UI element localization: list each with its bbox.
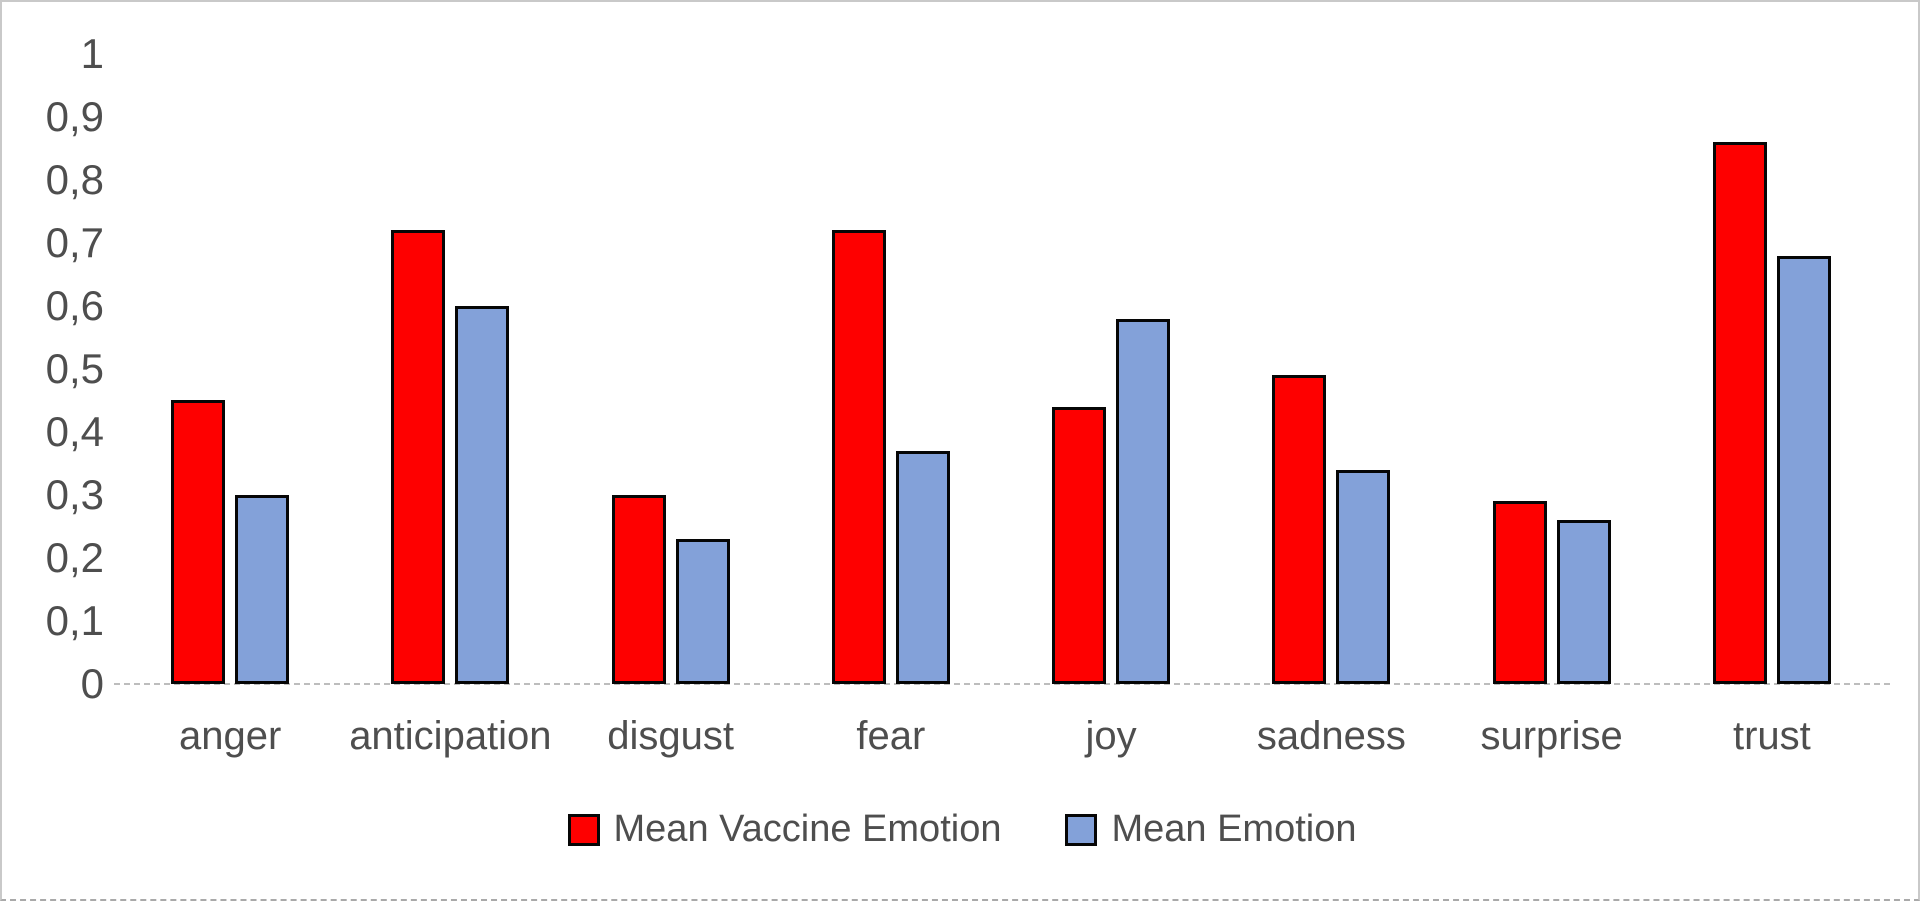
- legend: Mean Vaccine Emotion Mean Emotion: [2, 808, 1918, 851]
- bar-mean-emotion-anticipation: [455, 306, 510, 684]
- y-axis-tick-label: 0: [80, 660, 104, 707]
- bar-group-surprise: [1442, 54, 1662, 684]
- y-axis-tick-label: 0,1: [45, 597, 104, 644]
- bar-mean-vaccine-emotion-joy: [1052, 407, 1107, 684]
- bar-mean-vaccine-emotion-disgust: [611, 495, 666, 684]
- bar-mean-emotion-fear: [895, 451, 950, 684]
- bar-mean-emotion-surprise: [1556, 520, 1611, 684]
- bar-mean-emotion-joy: [1116, 319, 1171, 684]
- bar-mean-emotion-trust: [1776, 256, 1831, 684]
- legend-entry-mean-vaccine-emotion: Mean Vaccine Emotion: [567, 808, 1002, 851]
- bar-group-fear: [781, 54, 1001, 684]
- bar-mean-vaccine-emotion-fear: [831, 230, 886, 684]
- x-axis-label-anticipation: anticipation: [349, 714, 552, 758]
- x-axis-label-joy: joy: [1085, 714, 1137, 758]
- bar-group-anticipation: [340, 54, 560, 684]
- y-axis-tick-label: 1: [80, 30, 104, 77]
- x-axis-label-surprise: surprise: [1480, 714, 1623, 758]
- legend-entry-mean-emotion: Mean Emotion: [1065, 808, 1356, 851]
- y-axis-tick-label: 0,3: [45, 471, 104, 518]
- bar-mean-vaccine-emotion-trust: [1712, 142, 1767, 684]
- y-axis-tick-label: 0,8: [45, 156, 104, 203]
- y-axis-tick-label: 0,5: [45, 345, 104, 392]
- bar-group-sadness: [1221, 54, 1441, 684]
- y-axis-tick-label: 0,4: [45, 408, 104, 455]
- bar-mean-vaccine-emotion-anticipation: [391, 230, 446, 684]
- plot-area: [120, 54, 1882, 684]
- bar-mean-vaccine-emotion-anger: [171, 400, 226, 684]
- bar-group-trust: [1662, 54, 1882, 684]
- legend-label: Mean Vaccine Emotion: [613, 808, 1002, 850]
- x-axis-label-trust: trust: [1732, 714, 1811, 758]
- bar-group-anger: [120, 54, 340, 684]
- x-axis-label-fear: fear: [856, 714, 926, 758]
- legend-swatch-mean-emotion: [1065, 813, 1098, 846]
- y-axis-tick-label: 0,7: [45, 219, 104, 266]
- legend-label: Mean Emotion: [1111, 808, 1357, 850]
- bar-mean-emotion-anger: [235, 495, 290, 684]
- bar-group-joy: [1001, 54, 1221, 684]
- y-axis-tick-label: 0,2: [45, 534, 104, 581]
- y-axis-tick-label: 0,6: [45, 282, 104, 329]
- legend-swatch-mean-vaccine-emotion: [567, 813, 600, 846]
- bar-mean-vaccine-emotion-surprise: [1492, 501, 1547, 684]
- x-axis-label-disgust: disgust: [607, 714, 734, 758]
- x-axis-line: [114, 683, 1890, 685]
- bar-mean-emotion-disgust: [675, 539, 730, 684]
- y-axis-tick-label: 0,9: [45, 93, 104, 140]
- bar-mean-vaccine-emotion-sadness: [1272, 375, 1327, 684]
- y-axis: 1 0,9 0,8 0,7 0,6 0,5 0,4 0,3 0,2 0,1 0: [2, 2, 112, 899]
- x-axis-label-sadness: sadness: [1256, 714, 1406, 758]
- bar-mean-emotion-sadness: [1336, 470, 1391, 684]
- x-axis-label-anger: anger: [178, 714, 282, 758]
- x-axis-category-labels: anger anticipation disgust fear joy sadness su…: [120, 714, 1882, 759]
- bar-group-disgust: [561, 54, 781, 684]
